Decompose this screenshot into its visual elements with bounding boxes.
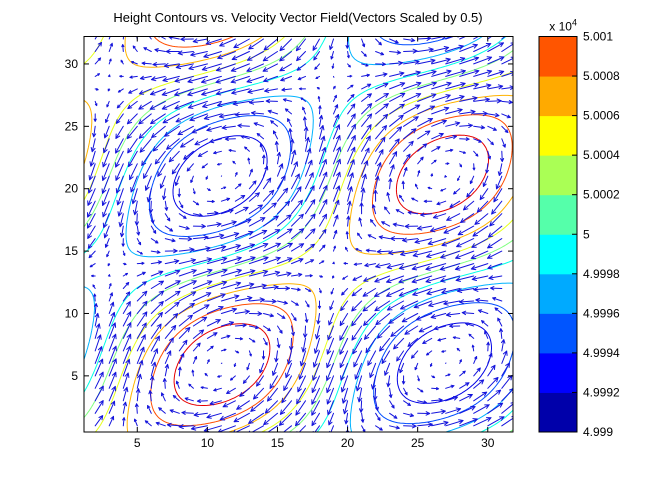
colorbar-tick-label: 5.0004 (583, 148, 620, 162)
colorbar: 4.999 4.9992 4.9994 4.9996 4.9998 5 5.0002 5.00… (538, 18, 620, 439)
colorbar-band-10 (539, 36, 577, 77)
y-tick-label: 30 (65, 57, 79, 71)
colorbar-tick-label: 5 (583, 227, 590, 241)
colorbar-band-8 (539, 115, 577, 156)
y-tick-label: 25 (65, 119, 79, 133)
axes-box (83, 36, 514, 433)
y-tick-label: 5 (71, 369, 78, 383)
colorbar-tick-label: 4.9992 (583, 385, 620, 399)
quiver-arrows (87, 36, 513, 432)
y-tick-label: 10 (65, 306, 79, 320)
colorbar-tick-label: 5.0008 (583, 69, 620, 83)
x-tick-label: 30 (481, 436, 495, 450)
colorbar-tick-label: 5.0002 (583, 188, 620, 202)
colorbar-tick-label: 4.9996 (583, 306, 620, 320)
y-axis-tick-labels: 5 10 15 20 25 30 (65, 57, 79, 383)
colorbar-tick-label: 5.001 (583, 30, 613, 44)
colorbar-tick-label: 4.9998 (583, 267, 620, 281)
quiver-field (87, 36, 513, 432)
colorbar-band-1 (539, 392, 577, 433)
x-tick-label: 15 (271, 436, 285, 450)
colorbar-band-5 (539, 234, 577, 275)
colorbar-band-2 (539, 352, 577, 393)
colorbar-exponent-label: x 104 (549, 18, 577, 34)
colorbar-band-7 (539, 155, 577, 196)
colorbar-band-9 (539, 76, 577, 117)
colorbar-tick-label: 5.0006 (583, 109, 620, 123)
y-tick-label: 20 (65, 182, 79, 196)
x-tick-label: 20 (341, 436, 355, 450)
axes-border (83, 36, 514, 433)
x-tick-label: 5 (134, 436, 141, 450)
colorbar-tick-label: 4.999 (583, 425, 613, 439)
y-tick-label: 15 (65, 244, 79, 258)
chart-title: Height Contours vs. Velocity Vector Fiel… (113, 10, 482, 25)
colorbar-band-4 (539, 273, 577, 314)
colorbar-band-3 (539, 313, 577, 354)
x-axis-tick-labels: 5 10 15 20 25 30 (134, 436, 495, 450)
x-tick-label: 10 (201, 436, 215, 450)
x-tick-label: 25 (411, 436, 425, 450)
colorbar-tick-label: 4.9994 (583, 346, 620, 360)
colorbar-band-6 (539, 194, 577, 235)
